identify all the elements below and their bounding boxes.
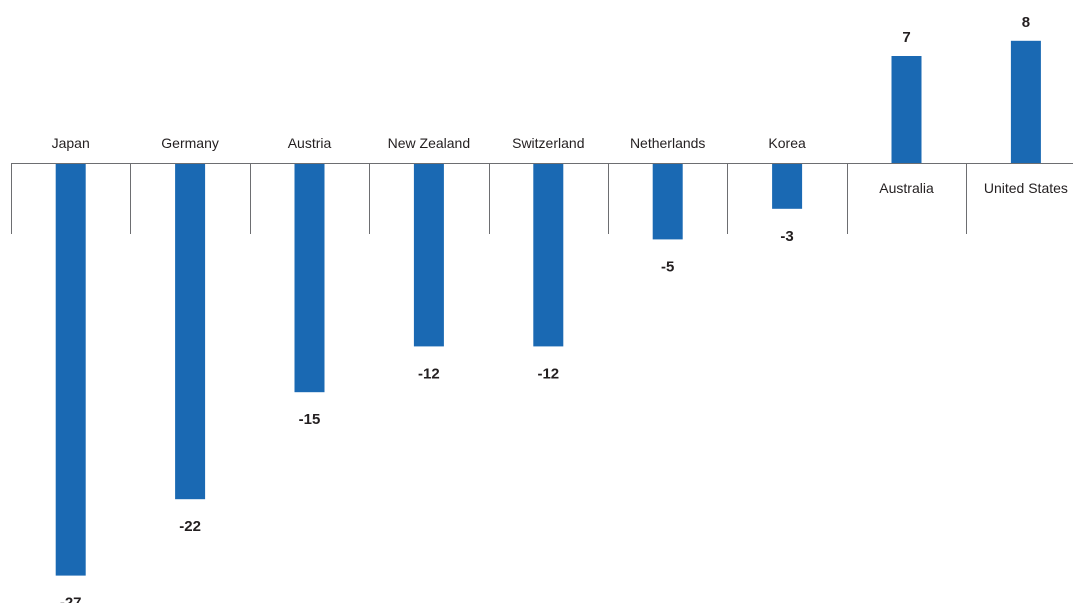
value-label: -5	[661, 258, 674, 275]
category-label: Austria	[288, 135, 332, 151]
category-label: Korea	[768, 135, 806, 151]
bar-austria	[294, 163, 325, 393]
bar-new-zealand	[413, 163, 444, 347]
bar-germany	[175, 163, 206, 500]
category-label: Netherlands	[630, 135, 706, 151]
category-label: Japan	[52, 135, 90, 151]
value-label: -12	[418, 365, 440, 382]
value-label: -12	[537, 365, 559, 382]
category-label: United States	[984, 180, 1068, 196]
category-label: Switzerland	[512, 135, 584, 151]
value-labels-group: -27 -22 -15 -12 -12 -5 -3 7 8	[60, 14, 1030, 603]
value-label: -22	[179, 518, 201, 535]
bar-netherlands	[652, 163, 683, 240]
value-label: -3	[780, 228, 793, 245]
category-label: New Zealand	[388, 135, 471, 151]
value-label: -27	[60, 595, 82, 603]
bar-korea	[772, 163, 803, 209]
value-label: -15	[299, 411, 321, 428]
bars-group	[55, 40, 1041, 576]
category-label: Germany	[161, 135, 219, 151]
value-label: 8	[1022, 14, 1030, 31]
category-label: Australia	[879, 180, 934, 196]
category-labels-group: Japan Germany Austria New Zealand Switzerlan…	[52, 135, 1068, 196]
bar-japan	[55, 163, 86, 576]
bar-australia	[891, 56, 922, 163]
bar-switzerland	[533, 163, 564, 347]
value-label: 7	[902, 29, 910, 46]
category-separators	[11, 163, 967, 234]
bar-united-states	[1010, 40, 1041, 163]
